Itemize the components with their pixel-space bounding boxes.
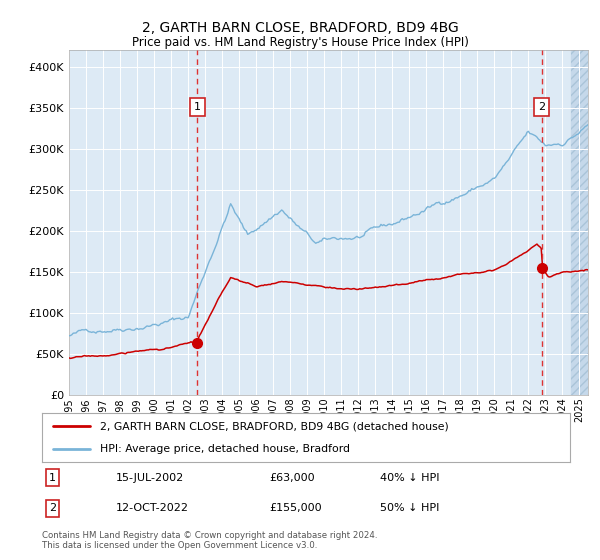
Text: 40% ↓ HPI: 40% ↓ HPI: [380, 473, 439, 483]
Text: 12-OCT-2022: 12-OCT-2022: [116, 503, 189, 514]
Text: 2, GARTH BARN CLOSE, BRADFORD, BD9 4BG (detached house): 2, GARTH BARN CLOSE, BRADFORD, BD9 4BG (…: [100, 421, 449, 431]
Text: Price paid vs. HM Land Registry's House Price Index (HPI): Price paid vs. HM Land Registry's House …: [131, 36, 469, 49]
Text: 15-JUL-2002: 15-JUL-2002: [116, 473, 184, 483]
Text: £155,000: £155,000: [269, 503, 322, 514]
Text: £63,000: £63,000: [269, 473, 314, 483]
Text: HPI: Average price, detached house, Bradford: HPI: Average price, detached house, Brad…: [100, 444, 350, 454]
Polygon shape: [571, 50, 588, 395]
Text: 50% ↓ HPI: 50% ↓ HPI: [380, 503, 439, 514]
Polygon shape: [571, 50, 588, 395]
Text: 1: 1: [49, 473, 56, 483]
Text: 2, GARTH BARN CLOSE, BRADFORD, BD9 4BG: 2, GARTH BARN CLOSE, BRADFORD, BD9 4BG: [142, 21, 458, 35]
Text: 2: 2: [538, 102, 545, 112]
Text: 1: 1: [194, 102, 201, 112]
Text: Contains HM Land Registry data © Crown copyright and database right 2024.
This d: Contains HM Land Registry data © Crown c…: [42, 531, 377, 550]
Text: 2: 2: [49, 503, 56, 514]
